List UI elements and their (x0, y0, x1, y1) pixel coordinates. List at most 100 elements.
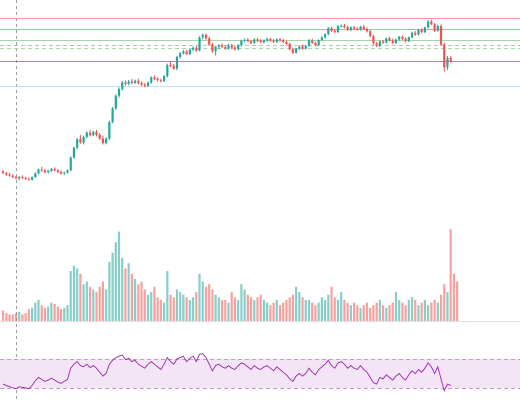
candle-body-133 (430, 21, 433, 25)
volume-bar-87 (282, 302, 285, 321)
volume-bar-123 (398, 299, 401, 321)
candle-body-100 (324, 34, 327, 38)
candle-body-45 (146, 82, 150, 86)
volume-bar-11 (37, 299, 40, 321)
volume-bar-35 (114, 242, 117, 321)
volume-bar-84 (272, 302, 275, 321)
volume-bar-8 (27, 309, 30, 321)
candle-body-119 (385, 38, 388, 43)
volume-bar-54 (175, 289, 179, 321)
candle-body-19 (63, 172, 66, 174)
candle-body-29 (95, 131, 98, 135)
volume-bar-38 (124, 268, 127, 321)
candle-body-1 (5, 173, 8, 175)
candle-body-95 (307, 40, 311, 46)
candle-body-121 (391, 40, 394, 44)
candle-body-42 (137, 80, 140, 84)
volume-bar-73 (237, 299, 240, 321)
candle-body-65 (211, 44, 214, 52)
candle-body-102 (330, 28, 333, 31)
candle-body-125 (404, 38, 407, 42)
volume-bar-32 (105, 289, 108, 321)
candle-body-73 (237, 45, 240, 50)
candle-body-34 (111, 108, 114, 122)
volume-bar-1 (5, 313, 8, 321)
candle-body-12 (40, 169, 43, 171)
volume-bar-10 (34, 302, 37, 321)
volume-bar-57 (185, 297, 188, 321)
candle-body-138 (446, 57, 449, 68)
candle-body-122 (394, 39, 398, 44)
candle-body-27 (88, 132, 92, 136)
volume-bar-18 (59, 309, 63, 321)
candle-body-85 (275, 39, 278, 42)
candle-body-20 (66, 170, 69, 173)
candle-body-106 (343, 25, 346, 28)
volume-bar-126 (407, 299, 410, 321)
volume-bar-78 (253, 299, 256, 321)
volume-bar-24 (79, 273, 82, 321)
candle-body-8 (27, 178, 30, 180)
candle-body-6 (21, 176, 24, 178)
candle-body-136 (439, 26, 443, 45)
volume-bar-44 (143, 289, 146, 321)
volume-bar-129 (417, 305, 420, 321)
volume-bar-69 (224, 299, 227, 321)
volume-bar-53 (172, 297, 175, 321)
volume-bar-40 (130, 273, 133, 321)
candle-body-96 (311, 40, 314, 43)
candle-body-33 (108, 121, 111, 139)
volume-bar-79 (256, 297, 259, 321)
volume-bar-63 (204, 286, 208, 321)
candle-body-11 (37, 169, 40, 174)
candle-body-25 (82, 136, 85, 143)
volume-bar-106 (343, 299, 346, 321)
candle-body-126 (407, 37, 410, 42)
volume-bar-97 (314, 305, 317, 321)
candle-body-80 (259, 40, 262, 43)
candle-body-39 (127, 81, 130, 85)
volume-bar-94 (304, 299, 307, 321)
candle-body-128 (414, 32, 417, 35)
candle-body-87 (282, 40, 285, 43)
candle-body-105 (340, 25, 343, 27)
candle-body-44 (143, 84, 146, 86)
candle-body-63 (204, 34, 208, 39)
candle-body-112 (362, 26, 365, 29)
candle-body-52 (169, 64, 172, 66)
candle-body-26 (85, 132, 88, 137)
volume-bar-25 (82, 284, 85, 321)
volume-bar-55 (179, 292, 182, 321)
volume-bar-82 (266, 302, 269, 321)
volume-bar-74 (240, 284, 243, 321)
candle-body-114 (369, 31, 372, 37)
volume-bar-68 (220, 299, 224, 321)
candle-body-3 (11, 175, 14, 178)
volume-bar-133 (430, 302, 433, 321)
volume-bar-86 (278, 305, 282, 321)
candle-body-124 (401, 36, 404, 39)
candle-body-60 (195, 47, 198, 51)
volume-bar-130 (420, 302, 423, 321)
candle-body-56 (182, 51, 185, 54)
volume-bar-121 (391, 302, 394, 321)
volume-bar-117 (378, 299, 381, 321)
volume-bar-93 (301, 297, 304, 321)
candle-body-139 (449, 57, 452, 62)
candle-body-75 (243, 39, 246, 41)
candle-body-47 (153, 77, 156, 79)
volume-bar-115 (372, 305, 375, 321)
volume-bar-47 (153, 286, 156, 321)
volume-bar-17 (56, 306, 59, 321)
candle-body-21 (69, 157, 72, 171)
candle-body-97 (314, 42, 317, 46)
volume-bar-120 (388, 305, 391, 321)
candle-body-57 (185, 51, 188, 55)
candle-body-61 (198, 37, 201, 51)
volume-bar-116 (375, 302, 378, 321)
candle-body-7 (24, 177, 27, 179)
candle-body-9 (30, 177, 34, 180)
volume-bar-135 (436, 302, 439, 321)
rsi-pane (0, 353, 520, 392)
